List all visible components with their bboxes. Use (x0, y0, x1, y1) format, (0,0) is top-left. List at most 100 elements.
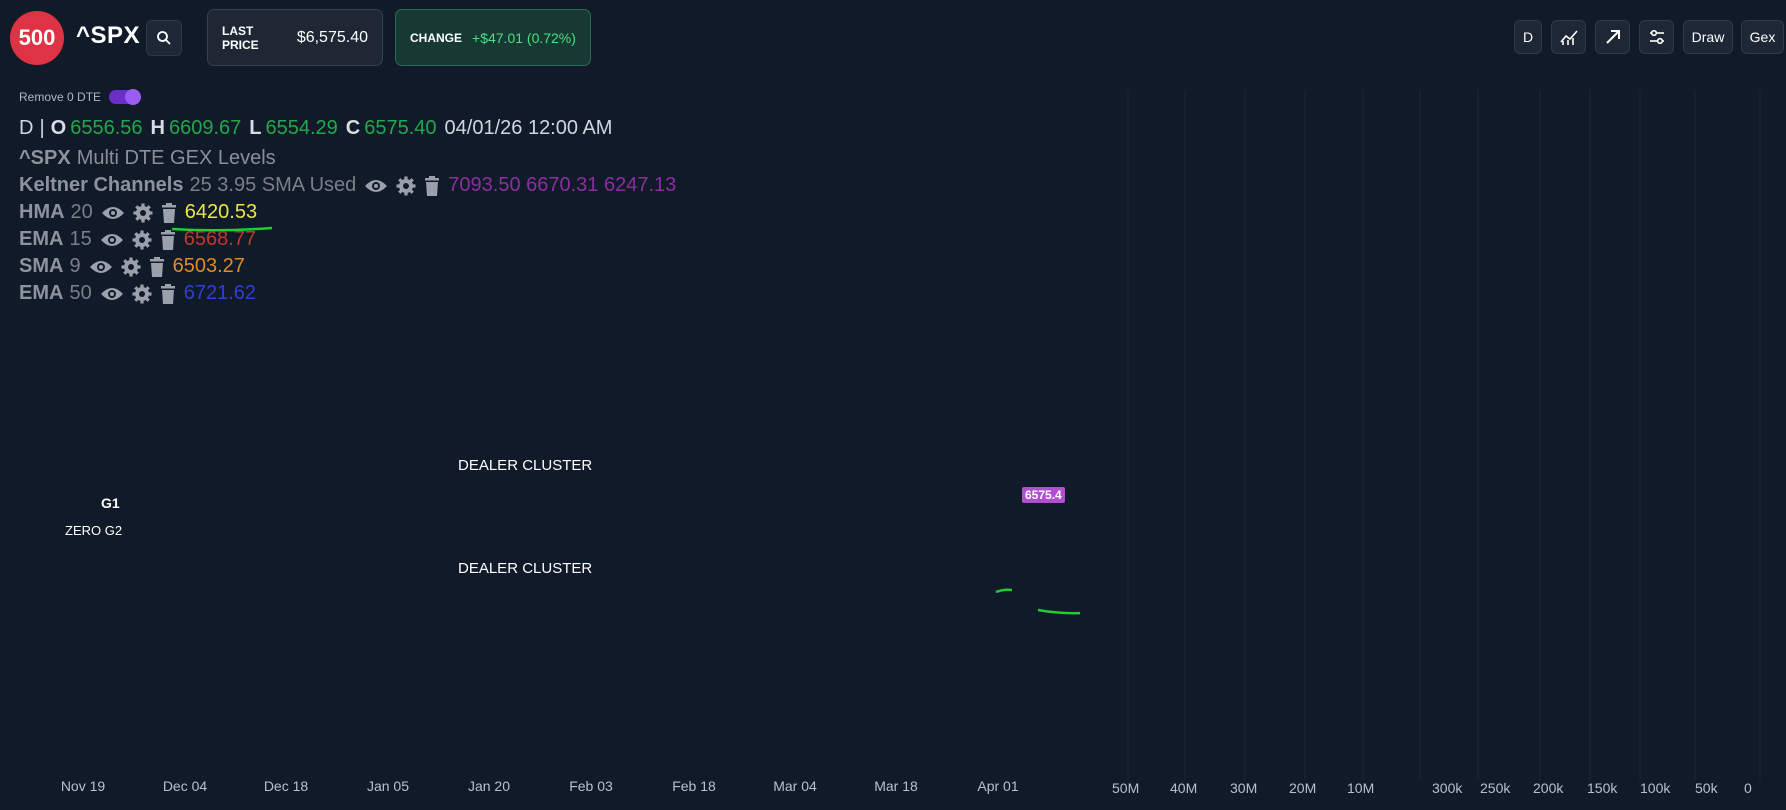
ohlc-readout: D | O 6556.56 H 6609.67 L 6554.29 C 6575… (19, 117, 612, 140)
arrow-up-right-icon (1605, 30, 1620, 44)
settings-button[interactable] (1639, 20, 1674, 54)
trash-icon[interactable] (160, 283, 176, 304)
gex-button[interactable]: Gex (1741, 20, 1784, 54)
eye-icon[interactable] (364, 178, 388, 194)
gear-icon[interactable] (121, 257, 141, 277)
x-tick-label: Nov 19 (61, 778, 106, 794)
eye-icon[interactable] (101, 205, 125, 221)
ohlc-sep: | (39, 117, 45, 139)
x-tick-label: Jan 20 (468, 778, 510, 794)
ohlc-close: 6575.40 (364, 117, 437, 139)
x-tick-label: Feb 03 (569, 778, 613, 794)
indicator-name: Keltner Channels (19, 174, 184, 196)
axis-mark-annotation (1037, 608, 1080, 615)
x-tick-label: Mar 04 (773, 778, 817, 794)
indicator-value: 6503.27 (172, 255, 245, 277)
dealer-cluster-label-top: DEALER CLUSTER (458, 457, 593, 474)
gex-x-tick: 250k (1480, 780, 1511, 796)
eye-icon[interactable] (100, 232, 124, 248)
app-logo[interactable]: 500 (10, 11, 64, 65)
price-chart[interactable]: Nov 19 Dec 04 Dec 18 Jan 05 Jan 20 Feb 03 Feb … (0, 90, 1080, 810)
indicator-name: EMA (19, 228, 64, 250)
gex-x-tick: 20M (1289, 780, 1317, 796)
ohlc-l-label: L (249, 117, 262, 139)
indicator-name: HMA (19, 201, 65, 223)
indicator-row: Keltner Channels 25 3.95 SMA Used 7093.50 … (19, 174, 676, 197)
indicator-row: HMA 20 6420.53 (19, 201, 257, 224)
gex-x-axis: 50M 40M 30M 20M 10M 300k 250k 200k 150k 100k 50k 0 (0, 780, 1786, 800)
study-title: ^SPX Multi DTE GEX Levels (19, 147, 276, 170)
remove-0dte-toggle-row[interactable]: Remove 0 DTE (19, 89, 142, 105)
x-tick-label: Mar 18 (874, 778, 918, 794)
ohlc-o-label: O (50, 117, 67, 139)
ohlc-low: 6554.29 (265, 117, 338, 139)
gex-x-tick: 300k (1432, 780, 1463, 796)
study-desc: Multi DTE GEX Levels (76, 147, 276, 169)
x-tick-label: Dec 04 (163, 778, 208, 794)
price-axis: 720070006800660064006200 (1030, 0, 1070, 807)
remove-0dte-toggle[interactable] (109, 89, 142, 105)
indicator-row: EMA 15 6568.77 (19, 228, 256, 251)
underline-annotation (171, 226, 273, 232)
gear-icon[interactable] (396, 176, 416, 196)
indicator-value: 6568.77 (183, 228, 256, 250)
interval-button[interactable]: D (1514, 20, 1542, 54)
last-price-label: LAST PRICE (222, 23, 259, 52)
sliders-icon (1649, 29, 1664, 45)
gex-x-tick: 40M (1170, 780, 1198, 796)
last-price-tag: 6575.4 (1022, 487, 1065, 503)
search-icon (157, 31, 171, 45)
ohlc-high: 6609.67 (168, 117, 242, 139)
change-label: CHANGE (410, 30, 463, 45)
draw-button[interactable]: Draw (1683, 20, 1733, 54)
gear-icon[interactable] (132, 284, 152, 304)
x-tick-label: Feb 18 (672, 778, 716, 794)
trash-icon[interactable] (149, 256, 165, 277)
logo-text: 500 (18, 25, 56, 50)
gex-x-tick: 150k (1587, 780, 1618, 796)
gex-x-tick: 10M (1347, 780, 1375, 796)
trash-icon[interactable] (160, 229, 176, 250)
last-price-box: LAST PRICE $6,575.40 (207, 9, 383, 66)
ohlc-h-label: H (150, 117, 165, 139)
change-value: +$47.01 (0.72%) (472, 29, 576, 46)
g1-label: G1 (101, 495, 120, 511)
trash-icon[interactable] (424, 175, 440, 196)
search-button[interactable] (146, 20, 182, 56)
trash-icon[interactable] (161, 202, 177, 223)
change-box: CHANGE +$47.01 (0.72%) (395, 9, 591, 66)
ohlc-interval: D (19, 117, 34, 139)
zero-g2-label: ZERO G2 (65, 523, 123, 538)
indicator-value: 7093.50 6670.31 6247.13 (448, 174, 677, 196)
dealer-cluster-label-bottom: DEALER CLUSTER (458, 560, 593, 577)
chart-indicator-icon (1559, 30, 1578, 45)
indicator-value: 6721.62 (183, 282, 256, 304)
x-tick-label: Jan 05 (367, 778, 409, 794)
gex-x-tick: 50M (1112, 780, 1140, 796)
price-mark-annotation (995, 588, 1013, 594)
remove-0dte-label: Remove 0 DTE (19, 90, 102, 104)
indicator-row: EMA 50 6721.62 (19, 282, 256, 305)
gex-x-tick: 200k (1533, 780, 1564, 796)
gex-x-tick: 0 (1744, 780, 1752, 796)
eye-icon[interactable] (89, 259, 113, 275)
ohlc-c-label: C (345, 117, 361, 139)
indicator-params: 20 (70, 201, 93, 223)
gex-x-tick: 30M (1230, 780, 1258, 796)
gex-x-tick: 50k (1695, 780, 1718, 796)
gear-icon[interactable] (132, 230, 152, 250)
indicators-button[interactable] (1551, 20, 1586, 54)
gex-panel (1127, 90, 1761, 780)
indicator-params: 9 (69, 255, 81, 277)
indicator-name: SMA (19, 255, 64, 277)
gear-icon[interactable] (133, 203, 153, 223)
indicator-name: EMA (19, 282, 64, 304)
eye-icon[interactable] (100, 286, 124, 302)
ohlc-open: 6556.56 (70, 117, 143, 139)
indicator-params: 50 (69, 282, 92, 304)
trend-button[interactable] (1595, 20, 1630, 54)
indicator-params: 15 (69, 228, 92, 250)
symbol-title[interactable]: ^SPX (76, 22, 141, 49)
x-tick-label: Dec 18 (264, 778, 309, 794)
indicator-row: SMA 9 6503.27 (19, 255, 245, 278)
